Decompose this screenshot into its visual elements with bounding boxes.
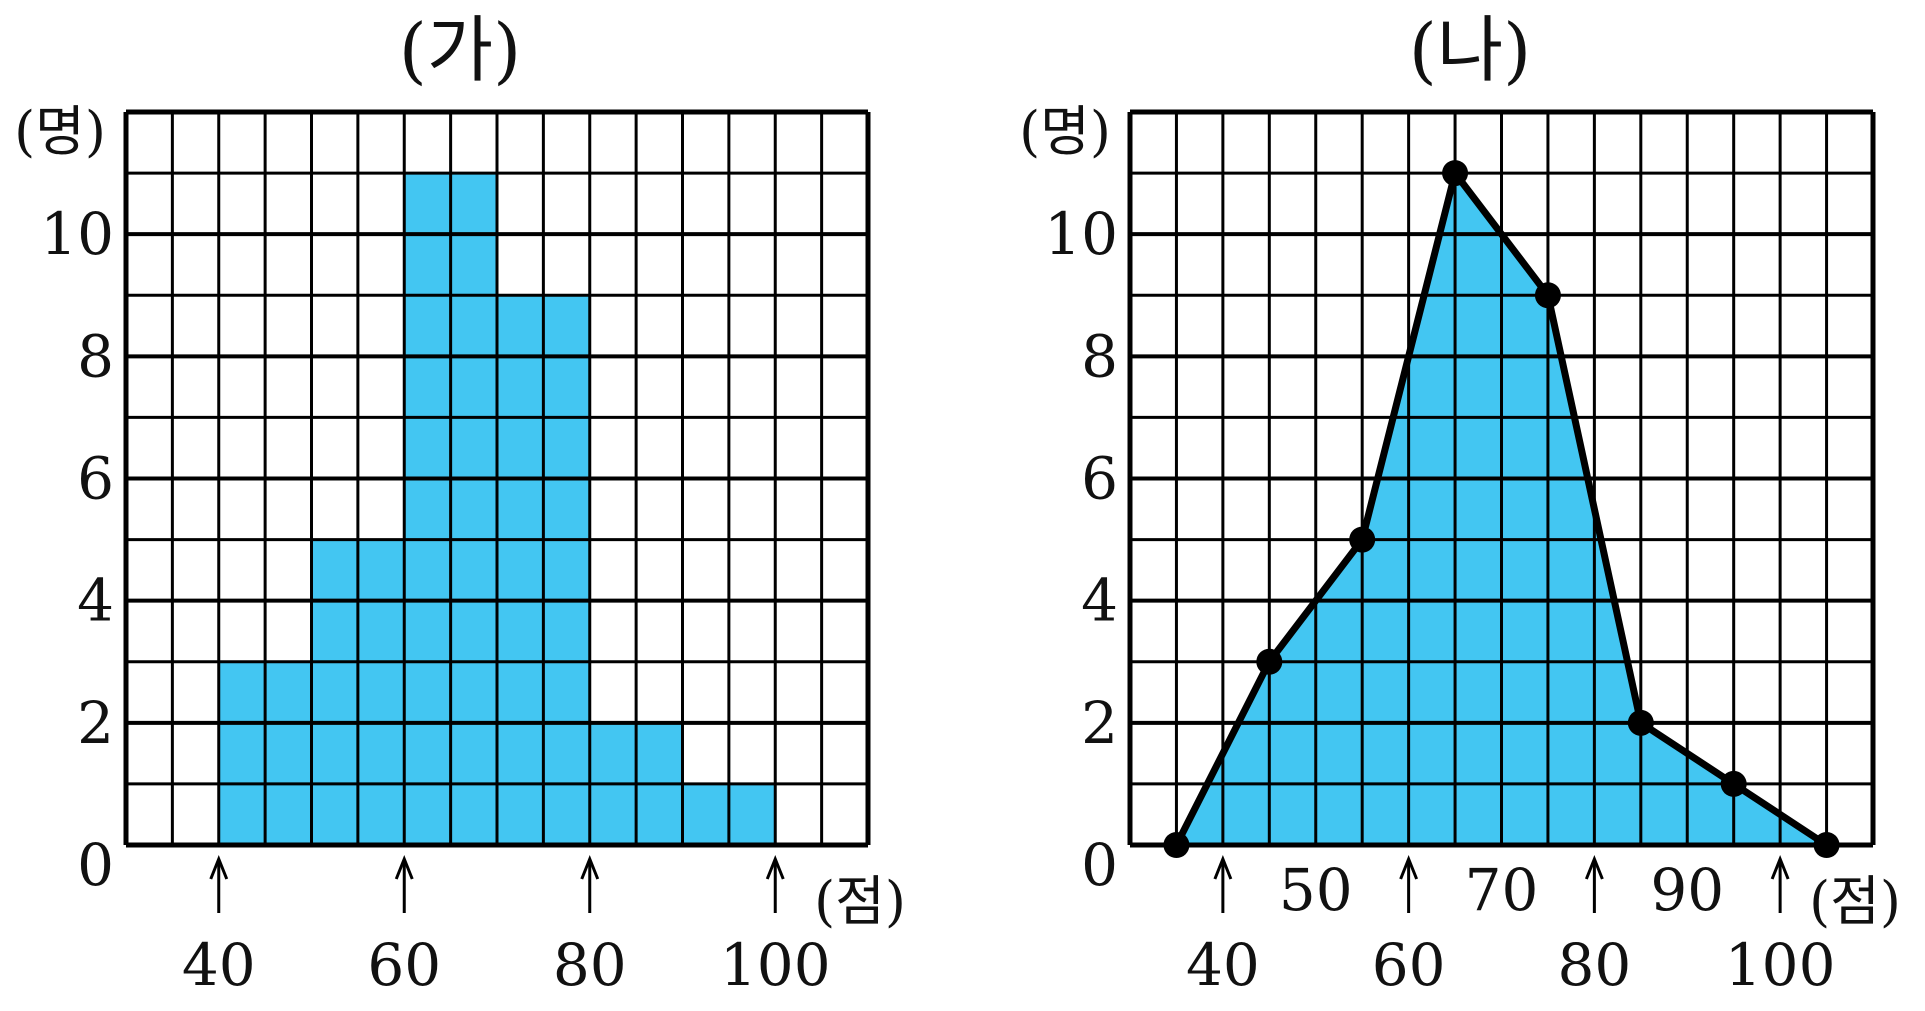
x-arrow-head (1770, 854, 1790, 880)
histogram-grid (123, 109, 871, 848)
y-tick-label: 10 (1044, 200, 1118, 268)
x-tick-label: 100 (1725, 931, 1836, 999)
y-tick-label: 2 (1081, 689, 1118, 757)
polygon-point (1534, 282, 1561, 309)
x-arrow-head (1399, 854, 1419, 880)
histogram-x-arrows (209, 854, 785, 913)
x-tick-label: 40 (1186, 931, 1260, 999)
x-arrow-head (765, 854, 785, 880)
polygon-x-mid-ticks: 50 70 90 (1279, 856, 1724, 924)
x-tick-label: 100 (720, 931, 831, 999)
x-tick-label: 80 (1557, 931, 1631, 999)
x-tick-label: 60 (367, 931, 441, 999)
histogram-title: (가) (399, 8, 521, 92)
polygon-x-unit: (점) (1809, 870, 1901, 933)
polygon-x-arrows (1213, 854, 1790, 913)
polygon-point (1720, 770, 1747, 797)
polygon-point (1163, 832, 1190, 858)
x-mid-tick-label: 90 (1650, 856, 1724, 924)
x-tick-label: 80 (553, 931, 627, 999)
polygon-title: (나) (1409, 8, 1531, 92)
x-arrow-head (1584, 854, 1604, 880)
polygon-panel: (나) (명) (점) 0 2 4 6 8 10 40 60 80 100 50 70 90 (1019, 8, 1901, 999)
y-tick-label: 0 (1081, 831, 1118, 899)
polygon-point (1442, 160, 1469, 187)
polygon-y-unit: (명) (1019, 100, 1111, 163)
y-tick-label: 8 (1081, 322, 1118, 390)
y-tick-label: 2 (77, 689, 114, 757)
x-mid-tick-label: 50 (1279, 856, 1353, 924)
x-tick-label: 40 (182, 931, 256, 999)
polygon-points (1163, 160, 1840, 858)
polygon-point (1813, 832, 1840, 858)
histogram-y-ticks: 0 2 4 6 8 10 (40, 200, 114, 899)
histogram-x-unit: (점) (814, 870, 906, 933)
histogram-y-unit: (명) (14, 100, 106, 163)
polygon-point (1627, 709, 1654, 736)
y-tick-label: 6 (1081, 445, 1118, 513)
histogram-x-ticks: 40 60 80 100 (182, 931, 831, 999)
x-arrow-head (580, 854, 600, 880)
y-tick-label: 10 (40, 200, 114, 268)
x-arrow-head (1213, 854, 1233, 880)
polygon-y-ticks: 0 2 4 6 8 10 (1044, 200, 1118, 899)
polygon-point (1349, 526, 1376, 553)
x-arrow-head (209, 854, 229, 880)
x-arrow-head (394, 854, 414, 880)
x-tick-label: 60 (1372, 931, 1446, 999)
histogram-panel: (가) (명) (점) 0 2 4 6 8 10 40 60 80 100 (14, 8, 906, 999)
polygon-point (1256, 648, 1283, 675)
y-tick-label: 4 (1081, 567, 1118, 635)
polygon-x-ticks: 40 60 80 100 (1186, 931, 1836, 999)
y-tick-label: 8 (77, 322, 114, 390)
y-tick-label: 4 (77, 567, 114, 635)
y-tick-label: 0 (77, 831, 114, 899)
x-mid-tick-label: 70 (1465, 856, 1539, 924)
polygon-line (1173, 169, 1829, 848)
y-tick-label: 6 (77, 445, 114, 513)
polygon-series-line (1173, 169, 1829, 848)
